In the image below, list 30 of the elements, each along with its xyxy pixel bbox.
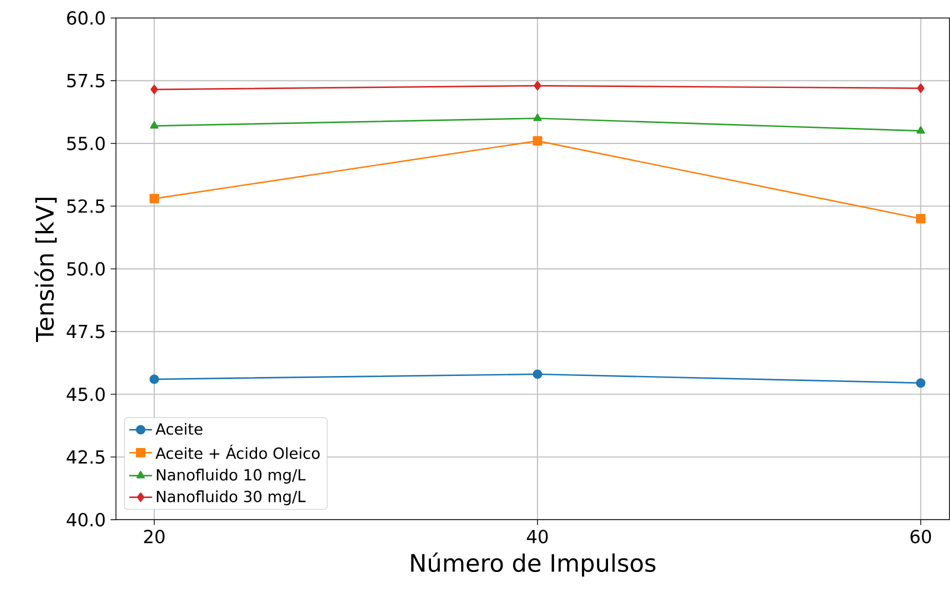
y-tick-label: 52.5 — [67, 199, 104, 214]
y-axis-title: Tensión [kV] — [34, 198, 57, 342]
y-tick-label: 47.5 — [66, 325, 104, 338]
y-tick-label: 60.0 — [67, 11, 105, 25]
point — [150, 194, 160, 204]
point — [532, 370, 542, 380]
point — [150, 84, 158, 94]
point — [150, 374, 160, 384]
y-tick-label: 42.5 — [66, 450, 104, 464]
point — [534, 81, 542, 91]
point — [916, 378, 926, 388]
y-tick-label: 55.0 — [67, 136, 105, 150]
point — [150, 121, 158, 129]
point — [916, 214, 926, 224]
legend-label: Aceite + Ácido Oleico — [156, 444, 320, 460]
x-tick-label: 40 — [526, 530, 548, 544]
y-tick-label: 40.0 — [66, 513, 105, 527]
x-tick-label: 60 — [910, 530, 931, 544]
y-tick-label: 45.0 — [66, 388, 105, 402]
point — [533, 114, 542, 122]
point — [532, 136, 542, 146]
point — [916, 126, 925, 134]
x-axis-title: Número de Impulsos — [411, 552, 656, 577]
legend-label: Aceite — [156, 423, 202, 435]
legend-label: Nanofluido 30 mg/L — [156, 490, 306, 506]
y-tick-label: 57.5 — [67, 74, 104, 88]
legend-label: Nanofluido 10 mg/L — [156, 468, 306, 484]
y-tick-label: 50.0 — [67, 262, 105, 276]
x-tick-label: 20 — [144, 530, 165, 544]
point — [916, 84, 924, 94]
